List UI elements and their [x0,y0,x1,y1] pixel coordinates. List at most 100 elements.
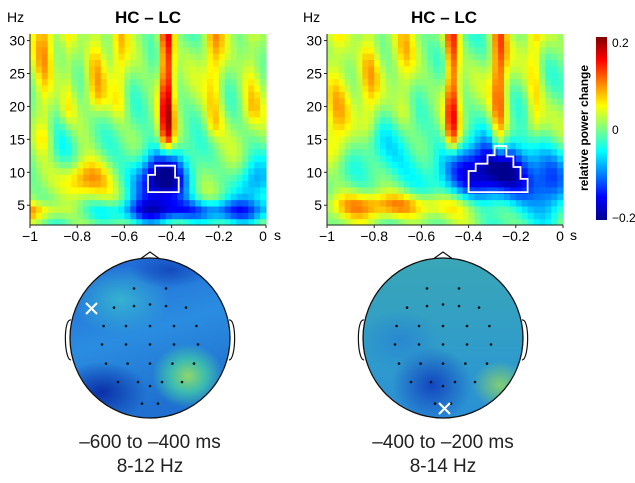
heatmap-cell [527,212,535,220]
heatmap-cell [254,65,261,73]
heatmap-cell [474,97,481,105]
heatmap-cell [368,161,375,169]
heatmap-cell [189,46,196,54]
heatmap-cell [148,218,155,226]
heatmap-cell [344,135,352,143]
heatmap-cell [427,174,434,182]
heatmap-cell [177,84,184,92]
heatmap-cell [403,46,411,54]
heatmap-cell [450,186,458,194]
heatmap-cell [515,72,523,80]
heatmap-cell [248,174,255,182]
heatmap-cell [527,46,535,54]
heatmap-cell [230,142,238,150]
heatmap-cell [242,180,249,188]
heatmap-cell [89,218,96,226]
heatmap-cell [492,116,499,124]
heatmap-cell [374,78,381,86]
heatmap-cell [380,46,387,54]
heatmap-cell [118,167,125,175]
heatmap-cell [118,110,125,118]
heatmap-cell [427,59,434,67]
heatmap-cell [136,161,143,169]
heatmap-cell [421,129,428,137]
heatmap-cell [218,34,226,41]
heatmap-cell [100,148,108,156]
heatmap-cell [59,97,66,105]
heatmap-cell [486,193,493,201]
heatmap-cell [386,78,393,86]
heatmap-cell [77,199,84,207]
heatmap-cell [242,65,249,73]
heatmap-cell [545,142,552,150]
heatmap-cell [207,193,214,201]
heatmap-cell [41,78,49,86]
heatmap-cell [130,161,137,169]
heatmap-cell [30,129,37,137]
heatmap-cell [427,154,434,162]
heatmap-cell [421,59,428,67]
heatmap-cell [356,59,363,67]
heatmap-cell [100,205,108,213]
heatmap-cell [189,78,196,86]
heatmap-cell [439,218,446,226]
heatmap-cell [374,91,381,99]
heatmap-cell [124,212,131,220]
heatmap-cell [344,65,352,73]
heatmap-cell [218,180,226,188]
heatmap-cell [53,205,61,213]
heatmap-cell [456,154,464,162]
heatmap-cell [218,97,226,105]
electrode-dot [441,324,445,328]
heatmap-cell [171,53,179,61]
heatmap-cell [130,97,137,105]
heatmap-cell [521,104,529,111]
heatmap-cell [89,116,96,124]
heatmap-cell [327,72,334,80]
heatmap-cell [212,53,220,61]
heatmap-cell [421,84,428,92]
heatmap-cell [427,104,434,111]
heatmap-cell [397,199,405,207]
heatmap-cell [77,59,84,67]
heatmap-cell [35,193,43,201]
heatmap-cell [445,142,452,150]
heatmap-cell [327,116,334,124]
heatmap-cell [439,97,446,105]
heatmap-cell [53,53,61,61]
heatmap-cell [130,135,137,143]
heatmap-cell [439,212,446,220]
heatmap-cell [201,174,208,182]
heatmap-cell [527,34,535,41]
heatmap-cell [362,91,369,99]
heatmap-cell [374,193,381,201]
heatmap-cell [427,148,434,156]
heatmap-cell [195,154,202,162]
heatmap-cell [236,135,243,143]
heatmap-cell [195,205,202,213]
heatmap-cell [527,53,535,61]
heatmap-cell [391,104,399,111]
heatmap-cell [492,59,499,67]
heatmap-cell [118,148,125,156]
heatmap-cell [515,116,523,124]
heatmap-cell [338,218,346,226]
heatmap-cell [527,123,535,131]
head-outline [69,257,231,419]
heatmap-cell [403,40,411,48]
heatmap-cell [515,78,523,86]
heatmap-cell [545,161,552,169]
electrode-dot [164,287,168,290]
heatmap-cell [159,167,167,175]
heatmap-cell [415,135,422,143]
heatmap-cell [195,129,202,137]
heatmap-cell [100,34,108,41]
heatmap-cell [368,116,375,124]
heatmap-cell [71,129,78,137]
heatmap-cell [130,205,137,213]
heatmap-cell [142,123,149,131]
heatmap-cell [112,104,120,111]
heatmap-cell [403,193,411,201]
heatmap-cell [456,142,464,150]
heatmap-cell [350,59,358,67]
